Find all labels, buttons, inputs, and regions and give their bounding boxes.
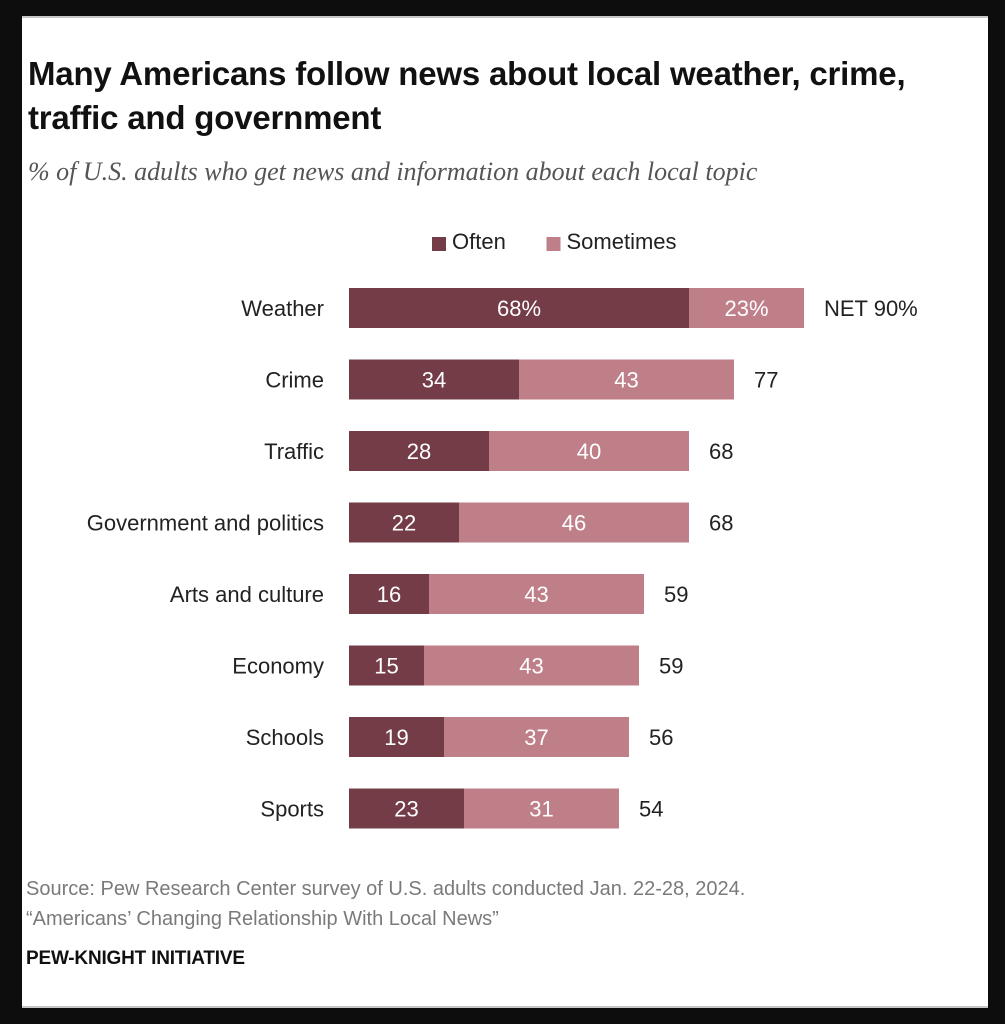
legend-label-sometimes: Sometimes [567, 229, 677, 254]
bar-value-label: 43 [519, 654, 543, 679]
bar-often [349, 645, 424, 686]
chart-card: Many Americans follow news about local w… [22, 16, 988, 1008]
net-label: 56 [649, 725, 673, 750]
bar-value-label: 43 [524, 582, 548, 607]
bar-value-label: 46 [562, 511, 586, 536]
bar-value-label: 40 [577, 439, 601, 464]
stacked-bar-chart: Often Sometimes Weather 68% 23% NET 90% Crime 3… [87, 229, 918, 829]
bar-value-label: 23 [394, 797, 418, 822]
bar-often [349, 359, 519, 400]
net-label: 59 [664, 582, 688, 607]
bar-value-label: 37 [524, 725, 548, 750]
bar-value-label: 31 [529, 797, 553, 822]
category-label: Economy [232, 654, 324, 679]
net-label: NET 90% [824, 296, 918, 321]
legend-label-often: Often [452, 229, 506, 254]
net-label: 77 [754, 368, 778, 393]
bar-often [349, 431, 489, 471]
bar-value-label: 34 [422, 368, 446, 393]
bar-sometimes [424, 645, 639, 686]
net-label: 59 [659, 654, 683, 679]
legend-swatch-sometimes [546, 237, 561, 251]
bar-sometimes [489, 431, 689, 471]
bar-value-label: 43 [614, 368, 638, 393]
chart-title: Many Americans follow news about local w… [28, 55, 906, 136]
category-label: Crime [265, 368, 324, 393]
bar-sometimes [444, 717, 629, 757]
report-title: “Americans’ Changing Relationship With L… [26, 908, 499, 930]
brand-label: PEW-KNIGHT INITIATIVE [26, 948, 245, 969]
bar-value-label: 22 [392, 511, 416, 536]
bar-sometimes [519, 359, 734, 400]
bar-value-label: 68% [497, 296, 541, 321]
bar-often [349, 574, 429, 614]
category-label: Schools [246, 725, 324, 750]
category-label: Sports [260, 797, 324, 822]
bar-often [349, 788, 464, 829]
source-note: Source: Pew Research Center survey of U.… [26, 874, 966, 934]
chart-subtitle: % of U.S. adults who get news and inform… [28, 157, 758, 186]
bar-often [349, 288, 689, 328]
bar-sometimes [459, 502, 689, 543]
bar-often [349, 717, 444, 757]
bar-value-label: 23% [724, 296, 768, 321]
bar-often [349, 502, 459, 543]
bar-value-label: 28 [407, 439, 431, 464]
category-label: Government and politics [87, 511, 324, 536]
category-label: Arts and culture [170, 582, 324, 607]
category-label: Traffic [264, 439, 324, 464]
net-label: 54 [639, 797, 663, 822]
bar-sometimes [689, 288, 804, 328]
bar-value-label: 16 [377, 582, 401, 607]
bar-sometimes [429, 574, 644, 614]
category-label: Weather [241, 296, 324, 321]
bar-sometimes [464, 788, 619, 829]
bar-value-label: 15 [374, 654, 398, 679]
bar-value-label: 19 [384, 725, 408, 750]
net-label: 68 [709, 511, 733, 536]
legend-swatch-often [432, 237, 446, 251]
net-label: 68 [709, 439, 733, 464]
source-line: Source: Pew Research Center survey of U.… [26, 878, 746, 900]
